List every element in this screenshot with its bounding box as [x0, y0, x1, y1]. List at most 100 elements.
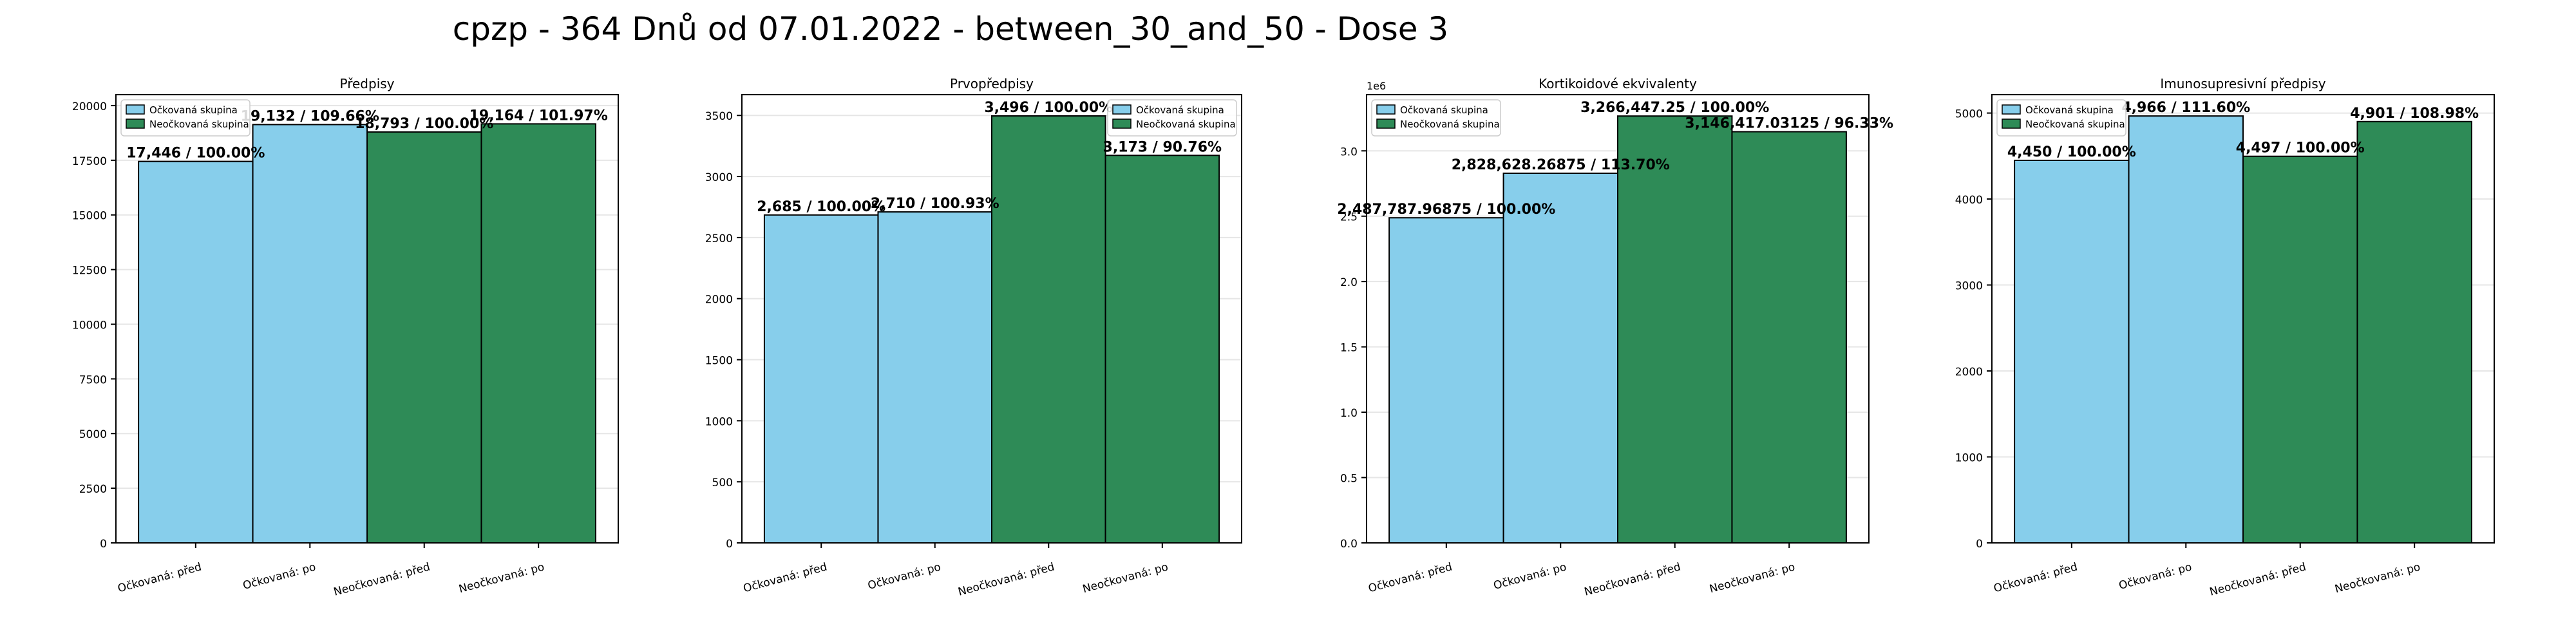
legend-box: [1107, 99, 1237, 137]
chart-title: Imunosupresivní předpisy: [2160, 76, 2325, 91]
x-tick-label: Očkovaná: po: [1492, 561, 1568, 592]
x-tick-label: Neočkovaná: před: [957, 561, 1056, 599]
x-tick-label: Očkovaná: před: [117, 561, 203, 596]
y-tick-label: 1500: [705, 355, 733, 368]
bar: [1731, 131, 1847, 544]
axes-frame: [741, 94, 1242, 544]
bar: [2356, 120, 2472, 544]
chart-title: Předpisy: [340, 76, 395, 91]
legend-label: Neočkovaná skupina: [2025, 118, 2125, 130]
data-label: 3,173 / 90.76%: [1103, 139, 1222, 155]
legend-swatch: [1376, 104, 1396, 115]
y-tick-label: 20000: [72, 100, 107, 113]
legend-swatch: [2002, 118, 2021, 129]
bar: [252, 124, 368, 544]
y-tick-label: 3500: [705, 110, 733, 123]
bar: [2014, 159, 2130, 544]
y-tick-label: 5000: [1955, 108, 1983, 121]
y-tick-label: 0.0: [1340, 538, 1358, 551]
legend-swatch: [1376, 118, 1396, 129]
x-tick-label: Neočkovaná: po: [1708, 561, 1796, 596]
legend-swatch: [1112, 104, 1132, 115]
legend-label: Očkovaná skupina: [1136, 104, 1224, 116]
y-tick-label: 15000: [72, 210, 107, 223]
x-tick-label: Očkovaná: před: [1993, 561, 2079, 596]
y-tick-label: 2000: [1955, 366, 1983, 379]
y-tick-label: 500: [712, 477, 733, 489]
bar: [1104, 155, 1220, 544]
y-tick-label: 3000: [1955, 280, 1983, 293]
x-tick-label: Neočkovaná: před: [1583, 561, 1682, 599]
y-tick-label: 4000: [1955, 194, 1983, 207]
bar: [2128, 115, 2244, 544]
y-tick-label: 3000: [705, 171, 733, 184]
x-tick-label: Očkovaná: před: [1367, 561, 1454, 596]
y-tick-label: 10000: [72, 319, 107, 332]
y-tick-label: 1000: [705, 415, 733, 428]
x-tick-label: Neočkovaná: po: [457, 561, 545, 596]
y-scale-label: 1e6: [1367, 80, 1386, 92]
x-tick-label: Očkovaná: před: [742, 561, 828, 596]
x-tick-label: Očkovaná: po: [242, 561, 317, 592]
legend-box: [1996, 99, 2126, 137]
data-label: 2,685 / 100.00%: [757, 199, 886, 215]
data-label: 19,132 / 109.66%: [241, 108, 379, 124]
x-tick-label: Očkovaná: po: [866, 561, 942, 592]
bar: [763, 214, 879, 544]
legend-label: Očkovaná skupina: [2025, 104, 2114, 116]
chart-title: Prvopředpisy: [950, 76, 1034, 91]
legend-label: Neočkovaná skupina: [1136, 118, 1236, 130]
x-tick-label: Neočkovaná: po: [1081, 561, 1170, 596]
legend-swatch: [126, 104, 145, 115]
data-label: 3,266,447.25 / 100.00%: [1580, 100, 1769, 116]
chart-2: 2,487,787.96875 / 100.00% 2,828,628.26875…: [1337, 76, 1893, 599]
bar: [991, 115, 1106, 544]
data-label: 2,710 / 100.93%: [871, 196, 999, 212]
y-tick-label: 2000: [705, 294, 733, 307]
bar: [1388, 217, 1504, 544]
y-tick-label: 17500: [72, 155, 107, 168]
y-tick-label: 1.0: [1340, 407, 1358, 420]
chart-0: 17,446 / 100.00% 19,132 / 109.66%18,793 /…: [72, 76, 619, 599]
y-tick-label: 2.5: [1340, 211, 1358, 224]
legend-label: Očkovaná skupina: [149, 104, 238, 116]
bar: [877, 211, 992, 544]
legend-label: Očkovaná skupina: [1400, 104, 1488, 116]
y-tick-label: 3.0: [1340, 146, 1358, 158]
bar: [1502, 173, 1619, 544]
legend-swatch: [2002, 104, 2021, 115]
figure-title: cpzp - 364 Dnů od 07.01.2022 - between_3…: [453, 10, 1448, 48]
y-tick-label: 0: [100, 538, 107, 551]
data-label: 4,450 / 100.00%: [2007, 144, 2136, 160]
legend-swatch: [126, 118, 145, 129]
bar: [1617, 115, 1733, 544]
legend-label: Neočkovaná skupina: [1400, 118, 1500, 130]
data-label: 3,496 / 100.00%: [984, 100, 1113, 116]
data-label: 2,828,628.26875 / 113.70%: [1452, 157, 1670, 173]
x-tick-label: Neočkovaná: před: [332, 561, 431, 599]
legend-box: [1371, 99, 1501, 137]
y-tick-label: 2500: [79, 483, 107, 496]
chart-1: 2,685 / 100.00%2,710 / 100.93% 3,496 / 10…: [705, 76, 1242, 599]
x-tick-label: Neočkovaná: po: [2333, 561, 2421, 596]
data-label: 2,487,787.96875 / 100.00%: [1337, 202, 1555, 218]
data-label: 17,446 / 100.00%: [126, 146, 265, 162]
axes-frame: [115, 94, 619, 544]
y-tick-label: 5000: [79, 428, 107, 441]
bar: [2242, 155, 2358, 544]
y-tick-label: 7500: [79, 374, 107, 386]
data-label: 3,146,417.03125 / 96.33%: [1685, 116, 1893, 132]
legend-swatch: [1112, 118, 1132, 129]
legend-label: Neočkovaná skupina: [149, 118, 249, 130]
bar: [138, 160, 254, 544]
bar: [366, 131, 482, 544]
x-tick-label: Neočkovaná: před: [2208, 561, 2307, 599]
y-tick-label: 2500: [705, 232, 733, 245]
y-tick-label: 1000: [1955, 452, 1983, 465]
bar: [480, 123, 596, 544]
y-tick-label: 0: [1976, 538, 1983, 551]
data-label: 4,497 / 100.00%: [2236, 140, 2365, 156]
y-tick-label: 1.5: [1340, 342, 1358, 355]
y-tick-label: 2.0: [1340, 276, 1358, 289]
